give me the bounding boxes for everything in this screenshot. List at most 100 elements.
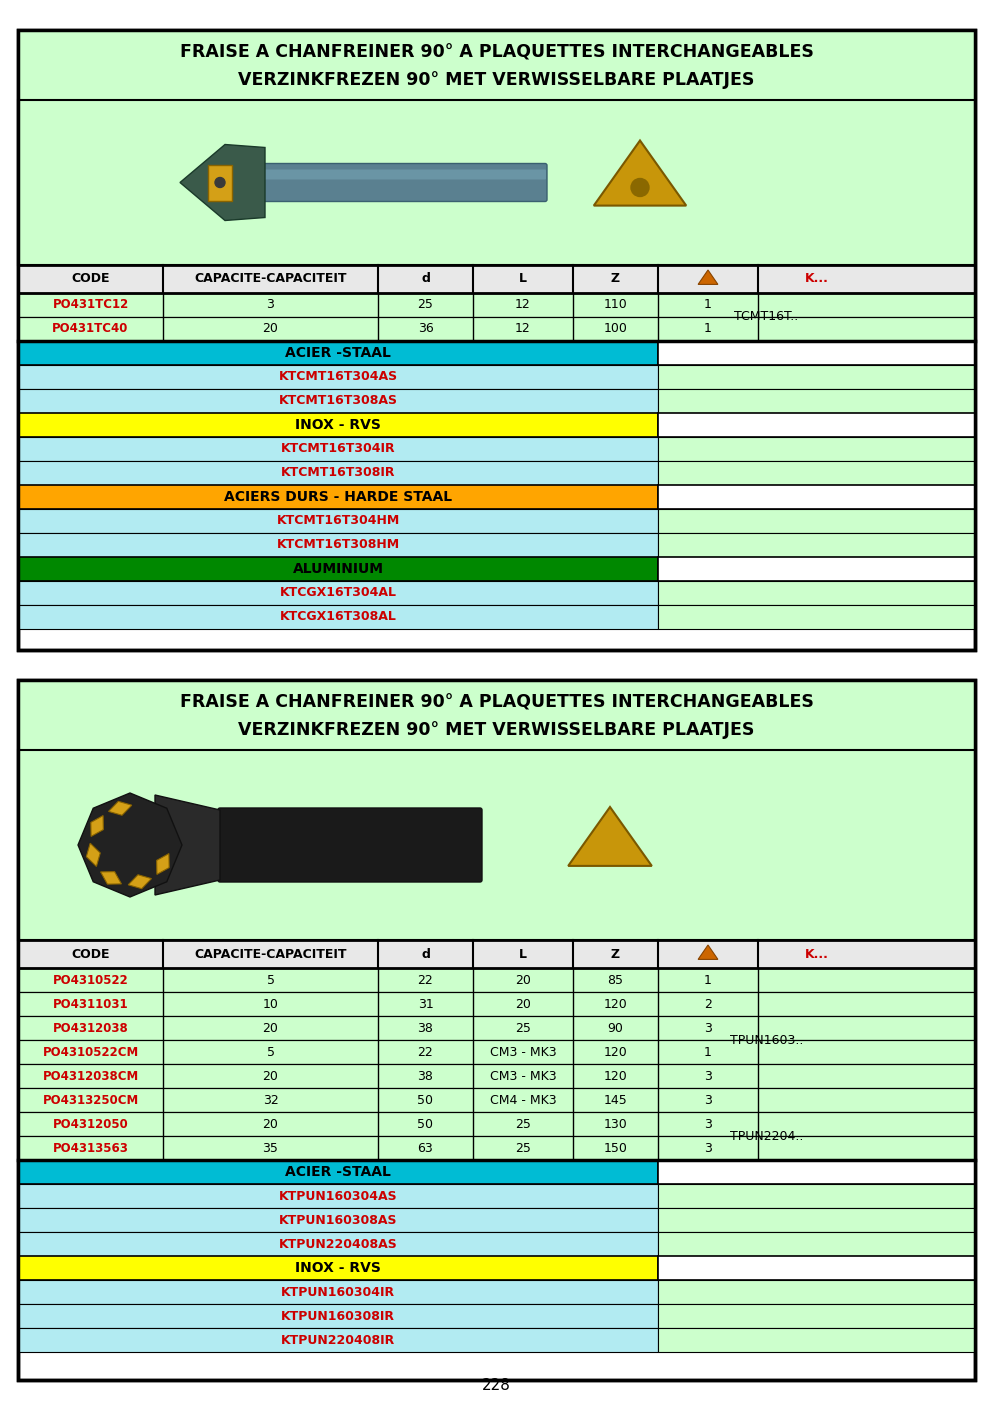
Text: KTCMT16T304AS: KTCMT16T304AS bbox=[279, 370, 398, 383]
Text: KTPUN160308AS: KTPUN160308AS bbox=[279, 1214, 397, 1226]
Text: CAPACITE-CAPACITEIT: CAPACITE-CAPACITEIT bbox=[194, 947, 347, 961]
Text: PO4310522CM: PO4310522CM bbox=[43, 1045, 139, 1058]
Bar bbox=[18, 1256, 658, 1280]
Bar bbox=[18, 968, 975, 992]
Bar bbox=[18, 341, 658, 365]
Text: 110: 110 bbox=[603, 299, 627, 311]
Text: 120: 120 bbox=[603, 1069, 627, 1083]
Text: 2: 2 bbox=[704, 998, 712, 1010]
Bar bbox=[18, 265, 975, 293]
Bar bbox=[658, 462, 975, 485]
Text: 35: 35 bbox=[263, 1142, 279, 1155]
Text: 1: 1 bbox=[704, 323, 712, 335]
Text: 1: 1 bbox=[704, 1045, 712, 1058]
Bar bbox=[658, 557, 975, 581]
Bar bbox=[658, 509, 975, 533]
Text: 50: 50 bbox=[418, 1093, 434, 1107]
Text: d: d bbox=[421, 947, 430, 961]
Text: 3: 3 bbox=[704, 1093, 712, 1107]
Bar bbox=[18, 1016, 975, 1040]
Bar bbox=[658, 1280, 975, 1303]
Text: PO4312038CM: PO4312038CM bbox=[43, 1069, 139, 1083]
Text: 20: 20 bbox=[515, 998, 531, 1010]
Text: KTPUN220408IR: KTPUN220408IR bbox=[281, 1333, 395, 1347]
Text: 20: 20 bbox=[515, 974, 531, 986]
Bar bbox=[18, 533, 658, 557]
Text: 145: 145 bbox=[603, 1093, 627, 1107]
Bar bbox=[18, 680, 975, 1381]
Text: INOX - RVS: INOX - RVS bbox=[295, 418, 381, 432]
Text: KTCMT16T308AS: KTCMT16T308AS bbox=[279, 394, 398, 407]
Text: 130: 130 bbox=[603, 1118, 627, 1131]
Bar bbox=[18, 1136, 975, 1160]
Text: PO4310522: PO4310522 bbox=[53, 974, 128, 986]
Polygon shape bbox=[568, 807, 652, 866]
Polygon shape bbox=[128, 874, 152, 888]
Text: CM4 - MK3: CM4 - MK3 bbox=[490, 1093, 557, 1107]
Polygon shape bbox=[180, 145, 265, 220]
FancyBboxPatch shape bbox=[264, 170, 546, 180]
Bar bbox=[18, 940, 975, 968]
Text: 12: 12 bbox=[515, 323, 531, 335]
Polygon shape bbox=[594, 140, 686, 206]
Bar bbox=[18, 680, 975, 1381]
Text: 1: 1 bbox=[704, 974, 712, 986]
Bar bbox=[18, 1040, 975, 1063]
Polygon shape bbox=[91, 815, 103, 836]
FancyBboxPatch shape bbox=[218, 808, 482, 882]
Text: PO431TC40: PO431TC40 bbox=[53, 323, 129, 335]
Text: PO4312050: PO4312050 bbox=[53, 1118, 128, 1131]
Polygon shape bbox=[100, 871, 121, 884]
Text: TPUN1603..: TPUN1603.. bbox=[730, 1034, 804, 1047]
Text: 3: 3 bbox=[704, 1142, 712, 1155]
Text: KTPUN160304AS: KTPUN160304AS bbox=[279, 1190, 398, 1202]
Text: 36: 36 bbox=[418, 323, 434, 335]
Polygon shape bbox=[208, 164, 232, 201]
Bar bbox=[658, 1160, 975, 1184]
Text: INOX - RVS: INOX - RVS bbox=[295, 1261, 381, 1275]
Polygon shape bbox=[78, 793, 182, 897]
Text: ACIERS DURS - HARDE STAAL: ACIERS DURS - HARDE STAAL bbox=[224, 490, 452, 504]
Text: 50: 50 bbox=[418, 1118, 434, 1131]
Bar bbox=[18, 1113, 975, 1136]
Bar bbox=[18, 485, 658, 509]
Text: KTCMT16T308IR: KTCMT16T308IR bbox=[281, 467, 395, 480]
Text: 10: 10 bbox=[263, 998, 279, 1010]
Text: 3: 3 bbox=[267, 299, 275, 311]
Text: PO4312038: PO4312038 bbox=[53, 1021, 128, 1034]
Bar bbox=[18, 1063, 975, 1087]
Bar bbox=[18, 1208, 658, 1232]
Text: 3: 3 bbox=[704, 1069, 712, 1083]
Bar bbox=[658, 581, 975, 605]
Text: 31: 31 bbox=[418, 998, 434, 1010]
Text: KTPUN160304IR: KTPUN160304IR bbox=[281, 1285, 395, 1299]
Bar bbox=[658, 1256, 975, 1280]
Bar bbox=[18, 100, 975, 265]
Text: K...: K... bbox=[805, 947, 828, 961]
Bar bbox=[18, 992, 975, 1016]
Text: 25: 25 bbox=[515, 1142, 531, 1155]
Bar bbox=[658, 1184, 975, 1208]
Bar bbox=[18, 1280, 658, 1303]
Bar bbox=[18, 557, 658, 581]
Text: 22: 22 bbox=[418, 1045, 434, 1058]
Text: L: L bbox=[519, 272, 527, 285]
Text: VERZINKFREZEN 90° MET VERWISSELBARE PLAATJES: VERZINKFREZEN 90° MET VERWISSELBARE PLAA… bbox=[238, 72, 755, 90]
Text: KTCGX16T308AL: KTCGX16T308AL bbox=[280, 610, 397, 623]
Text: TCMT16T..: TCMT16T.. bbox=[734, 310, 799, 324]
Bar bbox=[658, 485, 975, 509]
Bar bbox=[18, 1303, 658, 1329]
Bar bbox=[18, 1160, 658, 1184]
Text: TPUN2204..: TPUN2204.. bbox=[730, 1129, 804, 1142]
Text: 90: 90 bbox=[607, 1021, 623, 1034]
Text: K...: K... bbox=[805, 272, 828, 285]
Text: 20: 20 bbox=[263, 1021, 279, 1034]
Text: 25: 25 bbox=[418, 299, 434, 311]
Bar bbox=[18, 365, 658, 389]
Text: d: d bbox=[421, 272, 430, 285]
Bar bbox=[18, 436, 658, 462]
Text: 100: 100 bbox=[603, 323, 627, 335]
Bar bbox=[658, 1232, 975, 1256]
Text: CM3 - MK3: CM3 - MK3 bbox=[490, 1069, 557, 1083]
Bar bbox=[18, 29, 975, 650]
